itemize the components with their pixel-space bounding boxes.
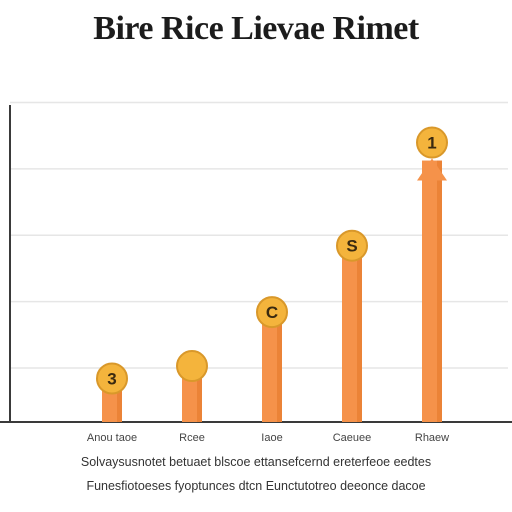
value-marker-label: S xyxy=(346,237,357,256)
value-marker-label: 1 xyxy=(427,134,436,153)
value-marker xyxy=(176,350,208,383)
bar-shade xyxy=(117,380,122,422)
value-marker xyxy=(256,296,288,329)
bar-shade xyxy=(357,247,362,422)
value-marker-label: 3 xyxy=(107,370,116,389)
x-tick-label: Rhaew xyxy=(415,432,449,444)
value-marker xyxy=(416,126,448,159)
bars: 3 C S 1 xyxy=(96,126,448,423)
x-tick-labels: Anou taoe Rcee Iaoe Caeuee Rhaew xyxy=(87,432,449,444)
caption-line-1: Solvaysusnotet betuaet blscoe ettansefce… xyxy=(80,455,432,469)
chart-title: Bire Rice Lievae Rimet xyxy=(93,10,419,47)
bar-shade xyxy=(437,160,442,423)
bar-shade xyxy=(197,368,202,422)
x-tick-label: Iaoe xyxy=(261,432,282,444)
x-tick-label: Anou taoe xyxy=(87,432,137,444)
x-tick-label: Rcee xyxy=(179,432,205,444)
value-marker xyxy=(96,362,128,395)
bar-arrow-head xyxy=(417,158,447,181)
value-marker xyxy=(336,229,368,262)
x-tick-label: Caeuee xyxy=(333,432,372,444)
bar-shade xyxy=(277,314,282,422)
caption-line-2: Funesfiotoeses fyoptunces dtcn Eunctutot… xyxy=(86,479,426,493)
value-marker-label: C xyxy=(266,303,278,322)
chart-caption: Solvaysusnotet betuaet blscoe ettansefce… xyxy=(20,450,492,498)
